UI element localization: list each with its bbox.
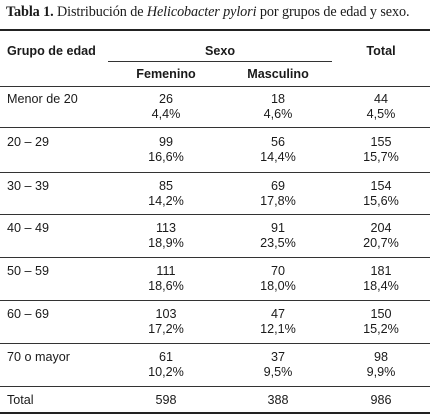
femenino-count: 85 [158,179,173,193]
row-group-label: 70 o mayor [7,350,70,364]
total-masculino: 388 [267,393,289,407]
femenino-count: 99 [158,135,173,149]
row-group-label: 50 – 59 [7,264,50,278]
row-group-label: 40 – 49 [7,221,50,235]
masculino-count: 37 [270,350,285,364]
header-total: Total [366,44,396,58]
masculino-percent: 12,1% [260,322,296,336]
total-percent: 15,2% [363,322,399,336]
row-divider [0,386,430,387]
femenino-percent: 4,4% [151,107,181,121]
femenino-count: 26 [158,92,173,106]
masculino-percent: 23,5% [260,236,296,250]
masculino-count: 69 [270,179,285,193]
row-group-label: 20 – 29 [7,135,50,149]
femenino-percent: 16,6% [148,150,184,164]
total-percent: 4,5% [366,107,396,121]
header-group: Grupo de edad [7,44,96,58]
total-percent: 18,4% [363,279,399,293]
total-row-label: Total [7,393,34,407]
caption-label: Tabla 1. [6,4,54,20]
masculino-percent: 4,6% [263,107,293,121]
femenino-percent: 18,9% [148,236,184,250]
row-divider [0,214,430,215]
row-group-label: 60 – 69 [7,307,50,321]
masculino-percent: 9,5% [263,365,293,379]
row-divider [0,343,430,344]
total-percent: 20,7% [363,236,399,250]
header-sexo: Sexo [204,44,236,58]
masculino-count: 91 [270,221,285,235]
caption-text-after: por grupos de edad y sexo. [256,4,410,20]
table-bottom-rule [0,412,430,414]
masculino-percent: 17,8% [260,194,296,208]
femenino-count: 111 [156,264,176,278]
header-bottom-rule [0,86,430,87]
table-top-rule [0,29,430,31]
femenino-count: 103 [155,307,177,321]
masculino-percent: 14,4% [260,150,296,164]
femenino-percent: 10,2% [148,365,184,379]
row-divider [0,172,430,173]
femenino-percent: 14,2% [148,194,184,208]
row-group-label: 30 – 39 [7,179,50,193]
total-count: 154 [370,179,392,193]
total-femenino: 598 [155,393,177,407]
caption-species: Helicobacter pylori [146,4,257,20]
femenino-count: 113 [155,221,177,235]
masculino-count: 70 [270,264,285,278]
row-group-label: Menor de 20 [7,92,78,106]
total-overall: 986 [370,393,392,407]
header-femenino: Femenino [136,67,196,81]
femenino-percent: 17,2% [148,322,184,336]
masculino-percent: 18,0% [260,279,296,293]
total-count: 155 [370,135,392,149]
row-divider [0,300,430,301]
femenino-percent: 18,6% [148,279,184,293]
total-count: 44 [373,92,388,106]
total-count: 204 [370,221,392,235]
sexo-underline [108,61,332,62]
masculino-count: 56 [270,135,285,149]
row-divider [0,257,430,258]
total-percent: 15,6% [363,194,399,208]
header-masculino: Masculino [247,67,309,81]
femenino-count: 61 [158,350,173,364]
caption-text-before: Distribución de [53,4,147,20]
total-count: 150 [370,307,392,321]
total-percent: 9,9% [366,365,396,379]
masculino-count: 18 [270,92,285,106]
table-caption: Tabla 1. Distribución de Helicobacter py… [6,4,409,21]
total-count: 98 [373,350,388,364]
row-divider [0,127,430,128]
masculino-count: 47 [270,307,285,321]
total-count: 181 [370,264,392,278]
total-percent: 15,7% [363,150,399,164]
